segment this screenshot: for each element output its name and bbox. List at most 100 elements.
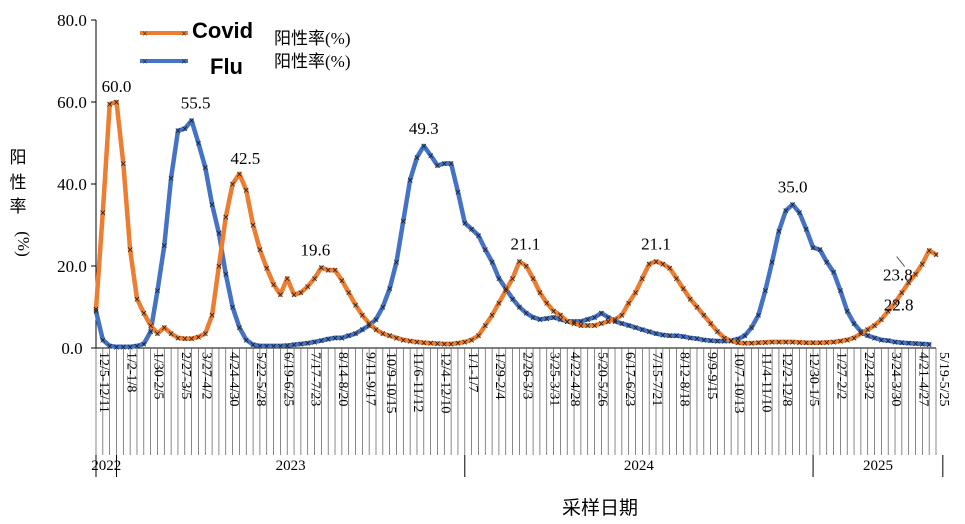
covid-point: ×	[413, 338, 420, 348]
covid-point: ×	[919, 260, 926, 270]
x-tick-label: 10/7-10/13	[731, 352, 746, 413]
covid-point: ×	[331, 266, 338, 276]
flu-point: ×	[714, 337, 721, 347]
covid-point: ×	[400, 336, 407, 346]
legend-covid-marker: ×	[181, 29, 187, 40]
flu-point: ×	[734, 335, 741, 345]
covid-point: ×	[810, 339, 817, 349]
flu-point: ×	[639, 326, 646, 336]
covid-series-line	[93, 99, 939, 347]
flu-point: ×	[379, 303, 386, 313]
covid-point: ×	[714, 328, 721, 338]
covid-point: ×	[639, 274, 646, 284]
covid-point: ×	[393, 334, 400, 344]
flu-point: ×	[372, 315, 379, 325]
flu-point: ×	[605, 313, 612, 323]
covid-point: ×	[338, 276, 345, 286]
covid-point: ×	[236, 170, 243, 180]
flu-point: ×	[352, 330, 359, 340]
covid-point: ×	[99, 209, 106, 219]
legend-flu-marker: ×	[142, 57, 148, 68]
covid-point: ×	[181, 335, 188, 345]
flu-point: ×	[700, 336, 707, 346]
covid-point: ×	[693, 303, 700, 313]
flu-point: ×	[174, 127, 181, 137]
y-tick-label: 20.0	[57, 257, 87, 276]
x-tick-label: 4/21-4/27	[916, 352, 931, 406]
covid-point: ×	[482, 321, 489, 331]
covid-point: ×	[741, 339, 748, 349]
x-tick-label: 11/4-11/10	[758, 352, 773, 412]
covid-point: ×	[728, 337, 735, 347]
legend-covid-name: Covid	[192, 18, 253, 43]
flu-point: ×	[919, 340, 926, 350]
covid-point: ×	[229, 180, 236, 190]
covid-point: ×	[707, 319, 714, 329]
x-tick-label: 1/30-2/5	[151, 352, 166, 399]
flu-point: ×	[659, 331, 666, 341]
flu-point: ×	[229, 303, 236, 313]
flu-point: ×	[905, 339, 912, 349]
flu-point: ×	[755, 311, 762, 321]
covid-point: ×	[864, 326, 871, 336]
flu-point: ×	[331, 334, 338, 344]
covid-point: ×	[550, 307, 557, 317]
flu-point: ×	[168, 174, 175, 184]
covid-point: ×	[570, 319, 577, 329]
flu-point: ×	[666, 332, 673, 342]
flu-point: ×	[898, 339, 905, 349]
x-tick-label: 1/27-2/2	[834, 352, 849, 399]
flu-point: ×	[748, 324, 755, 334]
flu-point: ×	[461, 219, 468, 229]
flu-point: ×	[311, 338, 318, 348]
flu-point: ×	[304, 339, 311, 349]
covid-point: ×	[325, 266, 332, 276]
covid-point: ×	[345, 289, 352, 299]
flu-point: ×	[147, 328, 154, 338]
covid-point: ×	[646, 260, 653, 270]
x-tick-label: 8/14-8/20	[335, 352, 350, 406]
covid-point: ×	[557, 311, 564, 321]
flu-point: ×	[448, 160, 455, 170]
x-tick-label: 3/25-3/31	[547, 352, 562, 406]
covid-point: ×	[120, 160, 127, 170]
covid-point: ×	[789, 338, 796, 348]
flu-point: ×	[325, 335, 332, 345]
covid-point: ×	[700, 311, 707, 321]
x-tick-label: 2/26-3/3	[519, 352, 534, 399]
flu-point: ×	[577, 317, 584, 327]
y-tick-label: 0.0	[61, 339, 82, 358]
x-tick-label: 2/24-3/2	[861, 352, 876, 399]
x-tick-label: 3/24-3/30	[888, 352, 903, 406]
flu-point: ×	[584, 315, 591, 325]
legend-flu-suffix: 阳性率(%)	[274, 52, 350, 71]
flu-point: ×	[728, 337, 735, 347]
covid-point: ×	[352, 301, 359, 311]
covid-point: ×	[468, 336, 475, 346]
flu-point: ×	[509, 295, 516, 305]
flu-point: ×	[434, 162, 441, 172]
x-tick-label: 12/2-12/8	[779, 352, 794, 406]
covid-point: ×	[256, 246, 263, 256]
flu-point: ×	[885, 337, 892, 347]
covid-point: ×	[475, 332, 482, 342]
flu-data-label: 35.0	[778, 178, 808, 197]
covid-point: ×	[407, 337, 414, 347]
covid-point: ×	[372, 326, 379, 336]
flu-point: ×	[263, 342, 270, 352]
flu-point: ×	[564, 317, 571, 327]
covid-point: ×	[277, 291, 284, 301]
flu-point: ×	[796, 209, 803, 219]
legend-flu-name: Flu	[210, 54, 243, 79]
flu-point: ×	[721, 337, 728, 347]
covid-point: ×	[844, 336, 851, 346]
flu-point: ×	[803, 225, 810, 235]
flu-point: ×	[270, 342, 277, 352]
covid-point: ×	[188, 335, 195, 345]
covid-point: ×	[318, 264, 325, 274]
covid-point: ×	[885, 307, 892, 317]
x-axis-title: 采样日期	[562, 497, 638, 519]
flu-point: ×	[441, 160, 448, 170]
flu-point: ×	[769, 258, 776, 268]
flu-point: ×	[393, 258, 400, 268]
